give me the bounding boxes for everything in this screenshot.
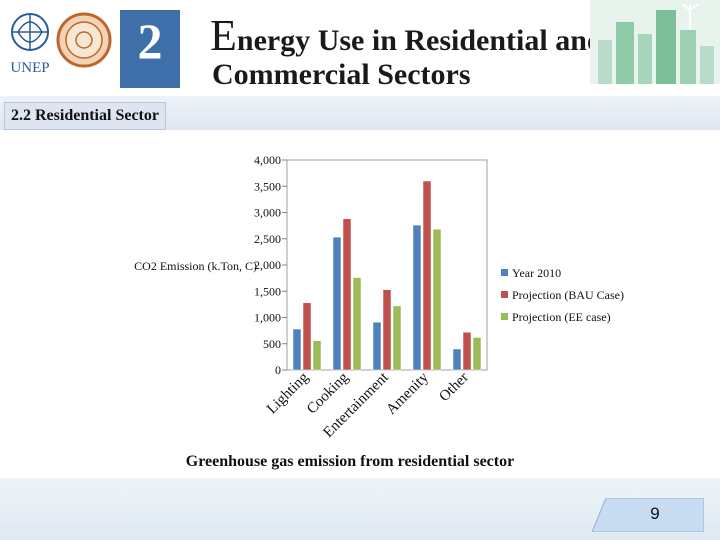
bar: [472, 337, 482, 371]
legend-swatch: [501, 269, 508, 276]
page-number-tab-icon: [592, 498, 704, 532]
y-tick-label: 4,000: [254, 153, 281, 167]
legend-swatch: [501, 291, 508, 298]
bar: [352, 277, 362, 371]
bar: [452, 348, 462, 371]
co2-emission-bar-chart: 0 500 1,000 1,500 2,000 2,500 3,000 3,500 4,000 C…: [134, 153, 624, 441]
y-axis-label: CO2 Emission (k.Ton, C): [134, 259, 257, 273]
y-tick-label: 2,500: [254, 232, 281, 246]
chart-caption: Greenhouse gas emission from residential…: [185, 453, 515, 470]
legend-entry: Year 2010: [512, 266, 561, 280]
university-seal-icon: [56, 12, 112, 68]
bar: [422, 180, 432, 371]
x-category-label: Lighting: [264, 369, 312, 417]
page-number: 9: [650, 504, 660, 523]
bar: [372, 321, 382, 371]
y-tick-label: 3,500: [254, 179, 281, 193]
y-tick-label: 500: [263, 337, 281, 351]
bar: [312, 340, 322, 371]
bar: [302, 302, 312, 371]
unep-logo-icon: UNEP: [10, 13, 50, 76]
bar: [332, 236, 342, 371]
chapter-number-box: [120, 10, 180, 88]
section-heading: 2.2 Residential Sector: [4, 102, 166, 130]
y-tick-label: 1,000: [254, 311, 281, 325]
slide-title-line1: Energy Use in Residential and: [210, 10, 604, 61]
legend-entry: Projection (EE case): [512, 310, 611, 324]
bar: [342, 218, 352, 371]
bar: [412, 224, 422, 371]
y-tick-label: 1,500: [254, 284, 281, 298]
slide-header: UNEP 2 Energy Use in Residential and Com…: [0, 0, 720, 96]
title-line1-text: nergy Use in Residential and: [236, 24, 604, 57]
x-category-label: Amenity: [383, 369, 432, 418]
bar: [392, 305, 402, 371]
bar: [292, 328, 302, 371]
y-tick-label: 2,000: [254, 258, 281, 272]
y-tick-label: 0: [275, 363, 281, 377]
bar: [462, 331, 472, 371]
slide-title-line2: Commercial Sectors: [212, 58, 471, 91]
chapter-number: 2: [137, 13, 163, 69]
legend-swatch: [501, 313, 508, 320]
bar: [382, 289, 392, 371]
unep-logo-text: UNEP: [10, 60, 49, 76]
y-tick-label: 3,000: [254, 206, 281, 220]
title-first-letter: E: [210, 11, 237, 60]
green-city-illustration-icon: [590, 0, 720, 84]
legend-entry: Projection (BAU Case): [512, 288, 624, 302]
x-category-label: Other: [436, 370, 471, 405]
bar: [432, 229, 442, 371]
